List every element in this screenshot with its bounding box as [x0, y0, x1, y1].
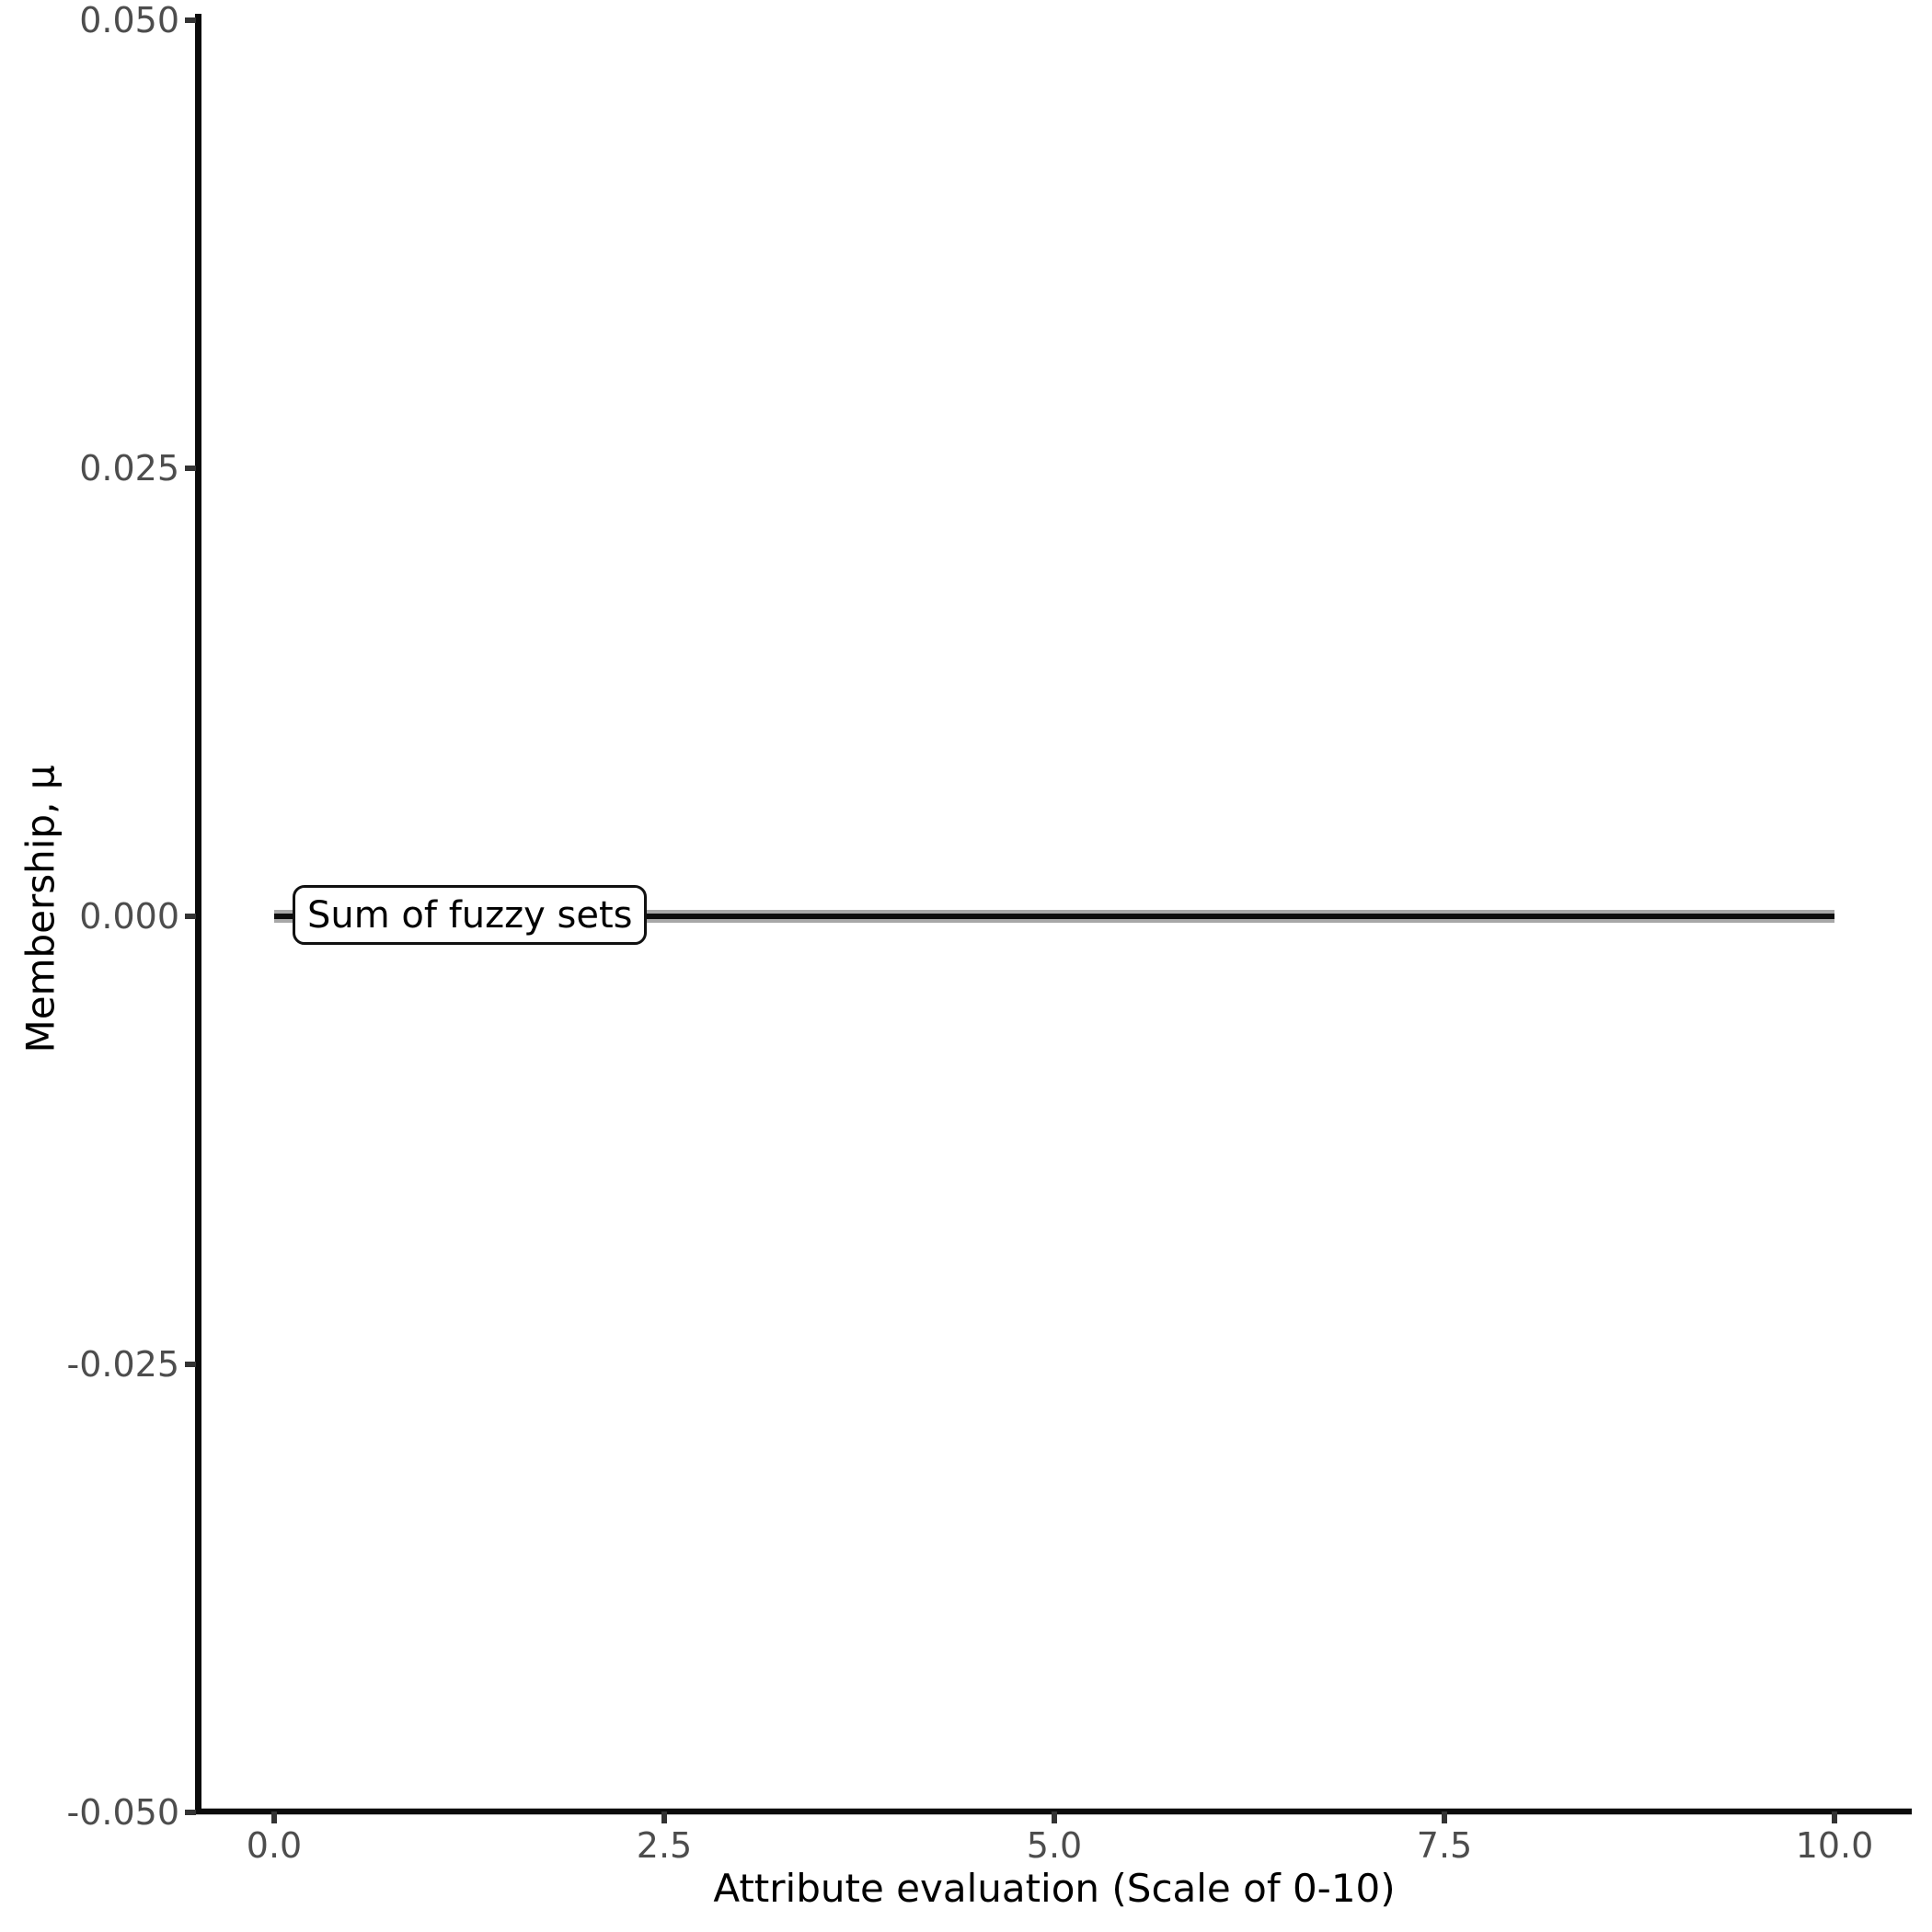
y-tick-label: -0.025 [66, 1344, 180, 1385]
y-axis-ticks [185, 17, 196, 1815]
y-tick-label: -0.050 [66, 1792, 180, 1833]
sum-of-fuzzy-sets-label-text: Sum of fuzzy sets [307, 893, 633, 937]
x-tick-label: 5.0 [1026, 1825, 1083, 1866]
x-axis-ticks [271, 1811, 1837, 1823]
x-tick-label: 2.5 [636, 1825, 693, 1866]
y-tick-label: 0.000 [79, 896, 179, 937]
y-tick-label: 0.025 [79, 448, 179, 489]
x-axis-title: Attribute evaluation (Scale of 0-10) [713, 1866, 1396, 1911]
y-axis-title: Membership, μ [17, 765, 63, 1053]
sum-of-fuzzy-sets-label: Sum of fuzzy sets [293, 885, 648, 945]
y-tick-label: 0.050 [79, 0, 179, 40]
x-tick-label: 10.0 [1795, 1825, 1874, 1866]
x-tick-label: 0.0 [246, 1825, 303, 1866]
x-tick-label: 7.5 [1416, 1825, 1473, 1866]
